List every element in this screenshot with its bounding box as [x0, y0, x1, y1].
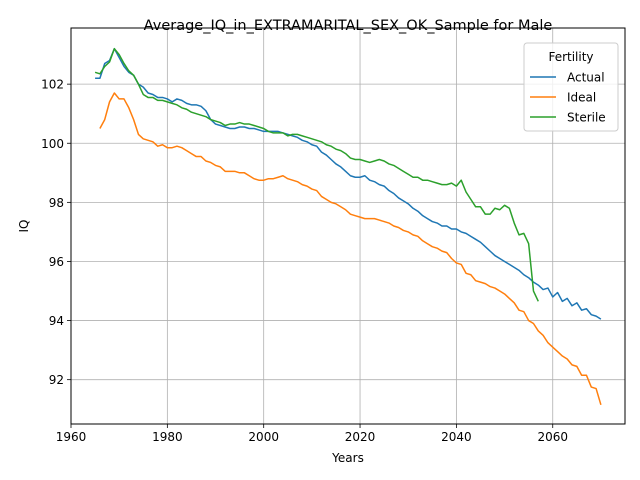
y-tick-label: 92 — [49, 373, 64, 387]
x-tick-label: 1960 — [56, 430, 87, 444]
legend-box — [523, 42, 619, 132]
legend-entries: Actual Ideal Sterile — [530, 71, 606, 125]
x-tick-label: 2020 — [345, 430, 376, 444]
plot-frame — [70, 27, 626, 425]
series-line-actual — [95, 47, 602, 320]
legend-title: Fertility — [548, 50, 593, 64]
legend: Fertility Actual Ideal Sterile — [523, 42, 619, 132]
series-lines — [94, 47, 602, 406]
grid — [70, 28, 625, 424]
x-axis-label: Years — [331, 451, 364, 465]
y-tick-label: 98 — [49, 196, 64, 210]
y-tick-label: 100 — [41, 137, 64, 151]
x-tick-label: 1980 — [152, 430, 183, 444]
y-tick-label: 102 — [41, 78, 64, 92]
x-tick-label: 2000 — [248, 430, 279, 444]
series-line-ideal — [99, 92, 602, 406]
y-axis-ticks: 92 94 96 98 100 102 — [41, 78, 71, 387]
legend-label-ideal: Ideal — [567, 91, 596, 105]
x-tick-label: 2060 — [537, 430, 568, 444]
x-axis-ticks: 1960 1980 2000 2020 2040 2060 — [56, 424, 568, 444]
y-tick-label: 94 — [49, 314, 64, 328]
y-axis-label: IQ — [17, 220, 31, 233]
x-tick-label: 2040 — [441, 430, 472, 444]
legend-label-sterile: Sterile — [567, 111, 606, 125]
legend-label-actual: Actual — [567, 71, 605, 85]
series-line-sterile — [94, 47, 539, 302]
chart-title: Average_IQ_in_EXTRAMARITAL_SEX_OK_Sample… — [144, 18, 553, 34]
y-tick-label: 96 — [49, 255, 64, 269]
